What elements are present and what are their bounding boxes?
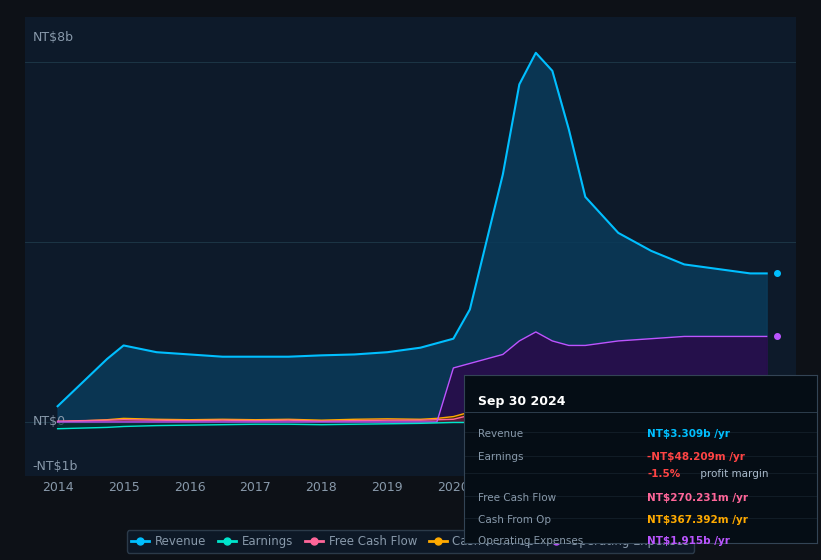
Text: -NT$1b: -NT$1b bbox=[32, 460, 78, 474]
Text: -1.5%: -1.5% bbox=[648, 469, 681, 479]
Text: Free Cash Flow: Free Cash Flow bbox=[478, 493, 556, 503]
Text: NT$8b: NT$8b bbox=[32, 31, 73, 44]
Text: NT$1.915b /yr: NT$1.915b /yr bbox=[648, 536, 731, 547]
Text: NT$367.392m /yr: NT$367.392m /yr bbox=[648, 515, 748, 525]
Text: Operating Expenses: Operating Expenses bbox=[478, 536, 583, 547]
Text: NT$3.309b /yr: NT$3.309b /yr bbox=[648, 429, 731, 439]
Text: NT$270.231m /yr: NT$270.231m /yr bbox=[648, 493, 749, 503]
Text: Sep 30 2024: Sep 30 2024 bbox=[478, 395, 566, 408]
Text: -NT$48.209m /yr: -NT$48.209m /yr bbox=[648, 452, 745, 463]
Text: NT$0: NT$0 bbox=[32, 416, 66, 428]
Text: Revenue: Revenue bbox=[478, 429, 523, 439]
Text: profit margin: profit margin bbox=[697, 469, 768, 479]
Legend: Revenue, Earnings, Free Cash Flow, Cash From Op, Operating Expenses: Revenue, Earnings, Free Cash Flow, Cash … bbox=[126, 530, 695, 553]
Text: Cash From Op: Cash From Op bbox=[478, 515, 551, 525]
Text: Earnings: Earnings bbox=[478, 452, 524, 463]
